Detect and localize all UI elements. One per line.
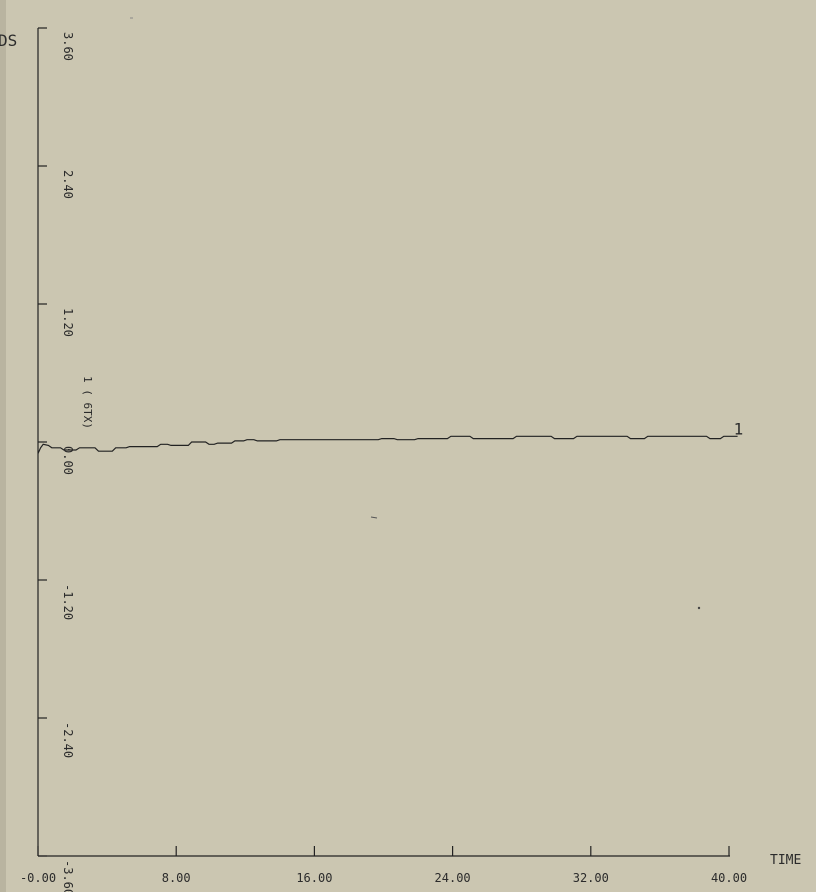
x-tick-label: 40.00 [711, 871, 747, 885]
series-label: 1 ( 6TX) [81, 376, 94, 429]
x-axis-label: TIME [770, 853, 801, 868]
y-tick-label: 0.00 [61, 446, 75, 475]
speck-dot [697, 606, 701, 610]
x-tick-label: 32.00 [573, 871, 609, 885]
left-edge-strip [0, 0, 6, 892]
y-axis-ticks: 3.60 2.40 1.20 0.00 -1.20 -2.40 -3.60 [38, 27, 75, 892]
y-tick-label: -2.40 [61, 722, 75, 758]
x-tick-label: 8.00 [162, 871, 191, 885]
y-tick-label: -3.60 [61, 860, 75, 892]
y-axis-label-fragment: DS [0, 31, 17, 50]
y-tick-label: 1.20 [61, 308, 75, 337]
x-tick-label: 16.00 [296, 871, 332, 885]
x-axis-ticks: -0.00 8.00 16.00 24.00 32.00 40.00 [20, 846, 747, 885]
series-line-1 [37, 435, 738, 454]
x-tick-label: 24.00 [435, 871, 471, 885]
series-end-label: 1 [734, 419, 744, 438]
y-tick-label: 2.40 [61, 170, 75, 199]
y-tick-label: 3.60 [61, 32, 75, 61]
speck-dash [370, 516, 378, 519]
y-tick-label: -1.20 [61, 584, 75, 620]
x-tick-label: -0.00 [20, 871, 56, 885]
